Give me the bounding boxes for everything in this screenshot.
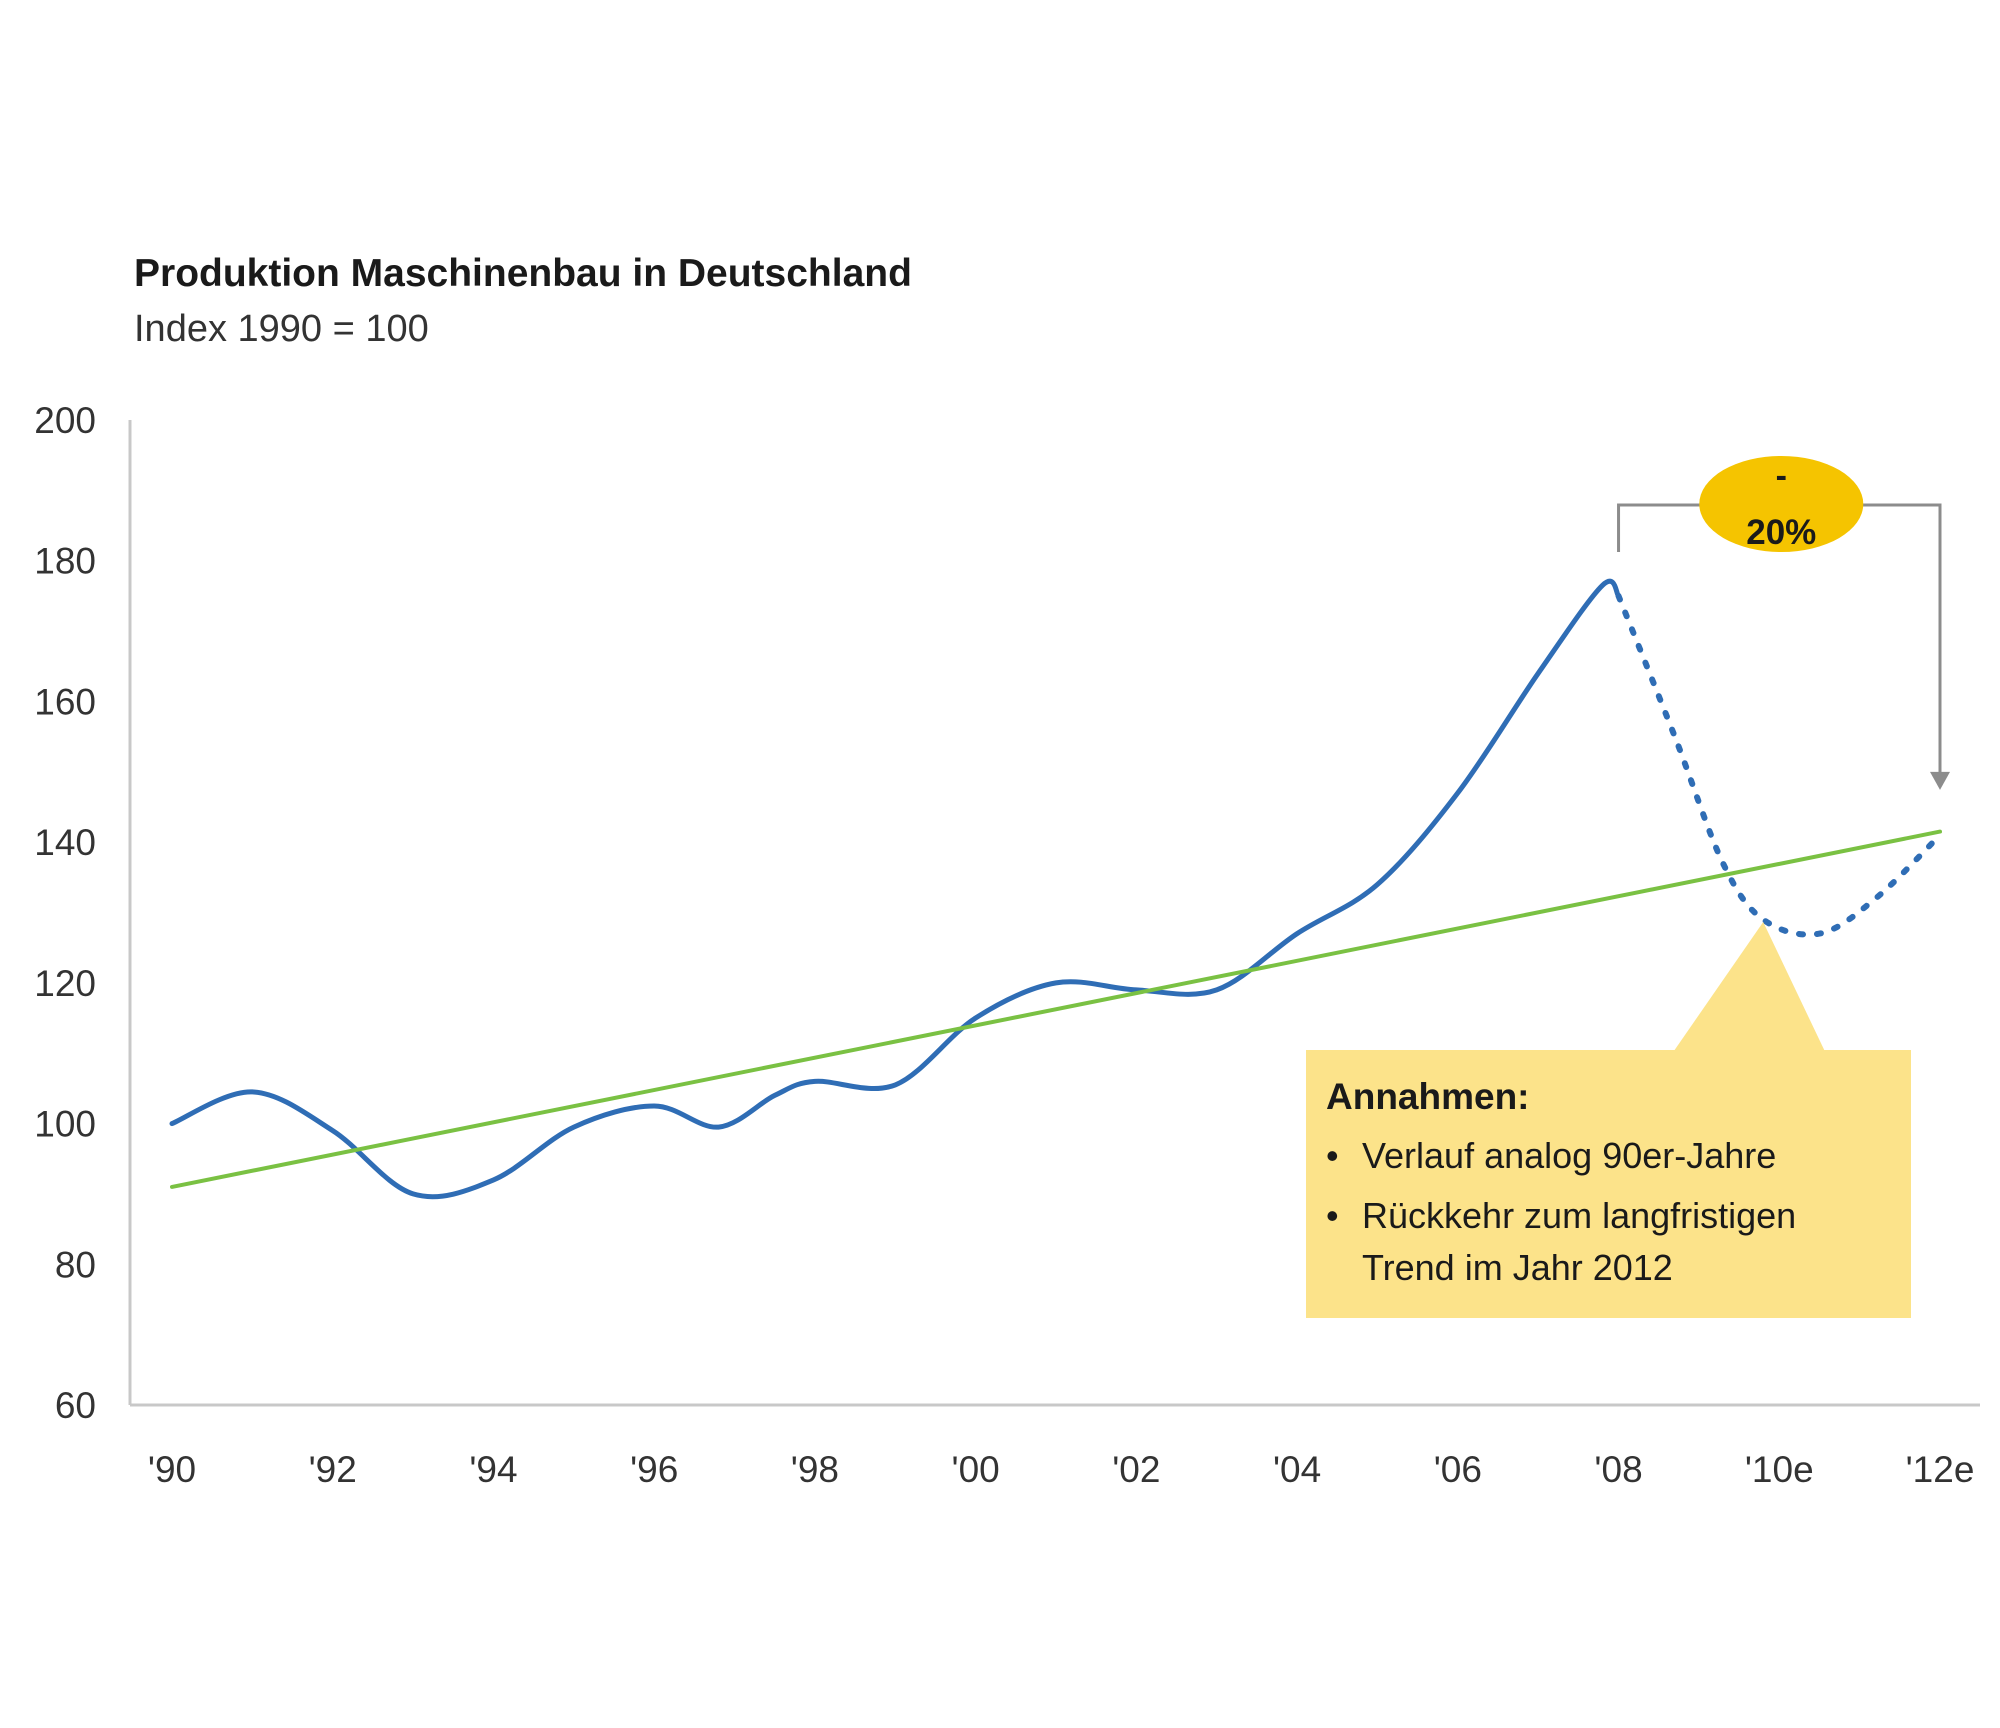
production-line-forecast xyxy=(1615,592,1943,938)
x-tick-label: '92 xyxy=(309,1449,357,1490)
x-tick-label: '00 xyxy=(952,1449,1000,1490)
y-tick-label: 160 xyxy=(34,681,96,722)
x-tick-labels: '90 '92 '94 '96 '98 '00 '02 '04 '06 '08 '10e '12e xyxy=(148,1449,1975,1490)
y-tick-labels: 60 80 100 120 140 160 180 200 xyxy=(34,400,96,1426)
y-tick-label: 100 xyxy=(34,1104,96,1145)
x-tick-label: '10e xyxy=(1745,1449,1814,1490)
x-tick-label: '06 xyxy=(1434,1449,1482,1490)
x-tick-label: '96 xyxy=(630,1449,678,1490)
callout-title: Annahmen: xyxy=(1326,1076,1530,1117)
y-tick-label: 140 xyxy=(34,822,96,863)
change-badge-value: 20% xyxy=(1746,513,1816,552)
y-tick-label: 120 xyxy=(34,963,96,1004)
x-tick-label: '04 xyxy=(1273,1449,1321,1490)
callout-item: Verlauf analog 90er-Jahre xyxy=(1326,1130,1891,1182)
series-lines xyxy=(169,578,1943,1200)
annotations: - 20% xyxy=(1617,456,1950,1052)
chart-title: Produktion Maschinenbau in Deutschland xyxy=(134,252,912,295)
callout-pointer xyxy=(1673,922,1826,1052)
x-tick-label: '12e xyxy=(1906,1449,1975,1490)
x-tick-label: '02 xyxy=(1112,1449,1160,1490)
change-badge xyxy=(1699,456,1864,552)
x-tick-label: '90 xyxy=(148,1449,196,1490)
y-tick-label: 60 xyxy=(55,1385,96,1426)
x-tick-label: '98 xyxy=(791,1449,839,1490)
axes xyxy=(128,420,1980,1407)
production-line-actual xyxy=(169,578,1621,1200)
assumptions-callout: Annahmen: Verlauf analog 90er-Jahre Rück… xyxy=(1306,1050,1911,1318)
y-tick-label: 180 xyxy=(34,541,96,582)
y-tick-label: 200 xyxy=(34,400,96,441)
chart-subtitle: Index 1990 = 100 xyxy=(134,308,429,350)
callout-item: Rückkehr zum langfristigen Trend im Jahr… xyxy=(1326,1190,1891,1294)
x-tick-label: '08 xyxy=(1594,1449,1642,1490)
callout-list: Verlauf analog 90er-Jahre Rückkehr zum l… xyxy=(1326,1130,1891,1294)
y-tick-label: 80 xyxy=(55,1244,96,1285)
bracket-arrowhead xyxy=(1930,771,1950,790)
long-term-trend-line xyxy=(170,829,1942,1189)
x-tick-label: '94 xyxy=(469,1449,517,1490)
change-badge-sign: - xyxy=(1776,457,1787,495)
